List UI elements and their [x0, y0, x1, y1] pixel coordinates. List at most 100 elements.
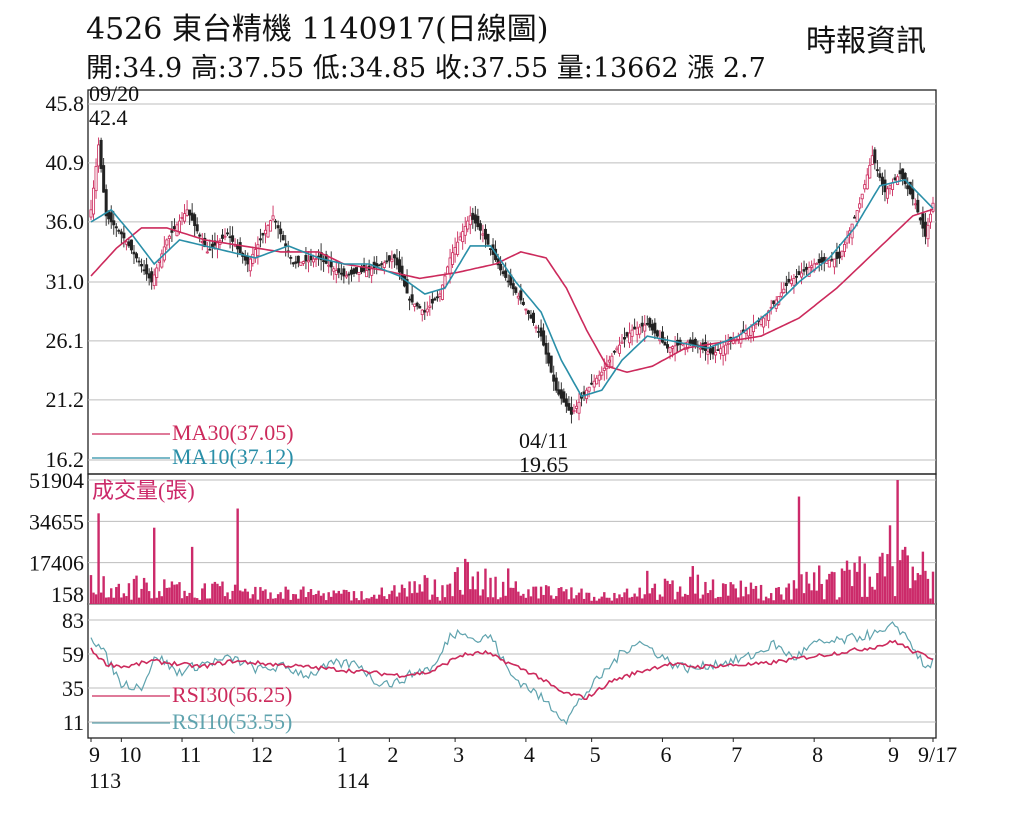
volume-bar [906, 555, 909, 604]
candle-body [655, 330, 659, 337]
candle-body [112, 220, 116, 226]
volume-bar [726, 595, 730, 604]
candle-body [628, 332, 632, 344]
volume-bar [610, 600, 614, 604]
candle-body [231, 235, 235, 242]
candle-body [208, 248, 212, 251]
volume-bar [901, 549, 904, 604]
candle-body [109, 212, 113, 223]
candle-body [610, 355, 614, 368]
volume-bar [395, 596, 399, 604]
candle-body [901, 168, 905, 180]
x-tick-label: 10 [119, 742, 141, 767]
candle-body [223, 235, 227, 238]
candle-body [129, 239, 133, 251]
candle-body [721, 346, 725, 356]
volume-bar [238, 590, 242, 604]
volume-bar [466, 561, 469, 604]
volume-bar [534, 586, 538, 604]
candle-body [453, 247, 457, 255]
candle-body [830, 258, 834, 261]
volume-bar [694, 593, 697, 604]
volume-bar [135, 575, 138, 604]
volume-bar [805, 571, 808, 604]
x-tick-label: 11 [180, 742, 201, 767]
candle-body [243, 255, 247, 261]
candle-body [726, 342, 730, 345]
volume-bar [560, 587, 563, 604]
volume-bar [324, 600, 328, 604]
candle-body [666, 344, 670, 349]
volume-bar [173, 584, 176, 604]
volume-bar [909, 588, 912, 604]
candle-body [602, 367, 606, 371]
candle-body [653, 322, 657, 334]
volume-bar [314, 593, 318, 604]
volume-bar [418, 584, 421, 604]
candle-body [590, 382, 594, 385]
candle-body [418, 305, 422, 309]
low-date-label: 04/11 [519, 428, 568, 453]
x-tick-label: 3 [453, 742, 464, 767]
volume-bar [438, 600, 442, 604]
volume-bar [474, 589, 477, 604]
candle-body [623, 337, 627, 340]
volume-bar [625, 588, 629, 604]
volume-bar [312, 594, 315, 604]
candle-body [928, 213, 932, 223]
volume-bar [244, 588, 247, 604]
x-tick-label: 9 [89, 742, 100, 767]
candle-body [855, 210, 859, 222]
volume-bar [160, 596, 163, 604]
candle-body [220, 234, 224, 239]
candle-body [155, 267, 159, 278]
candle-body [354, 267, 358, 274]
volume-bar [398, 592, 401, 604]
candle-body [352, 268, 356, 274]
candle-body [592, 380, 596, 388]
candle-body [671, 346, 675, 349]
volume-bar [704, 581, 707, 604]
volume-bar [757, 598, 760, 604]
volume-bar [180, 598, 184, 604]
volume-bar [494, 576, 497, 604]
volume-bar [663, 578, 667, 604]
volume-bar [729, 582, 732, 604]
volume-bar [835, 599, 839, 604]
candle-body [332, 268, 336, 272]
volume-bar [557, 588, 560, 604]
x-tick-label: 5 [590, 742, 601, 767]
volume-bar [924, 570, 927, 604]
candle-body [643, 324, 647, 332]
volume-bar [810, 590, 813, 604]
candle-body [810, 265, 814, 268]
volume-bar [653, 583, 657, 604]
volume-bar [507, 568, 510, 604]
volume-bar [345, 590, 348, 604]
candle-body [782, 288, 786, 293]
candle-body [415, 302, 419, 307]
volume-bar [592, 596, 596, 604]
volume-bar [125, 596, 128, 604]
volume-bar [658, 594, 662, 604]
volume-bar [185, 596, 189, 604]
volume-bar [302, 586, 305, 604]
volume-bar [911, 566, 914, 604]
candle-body [868, 164, 872, 179]
candle-body [537, 331, 541, 333]
volume-bar [833, 572, 836, 604]
volume-bar [691, 566, 694, 604]
candle-body [430, 298, 434, 304]
volume-bar [775, 587, 778, 604]
volume-bar [931, 571, 935, 604]
candle-body [549, 355, 553, 373]
candle-body [466, 220, 470, 230]
candle-body [97, 144, 101, 167]
volume-bar [843, 570, 846, 604]
candle-body [481, 233, 485, 236]
candle-body [337, 268, 341, 273]
volume-bar [689, 576, 692, 604]
candle-body [137, 260, 141, 263]
candle-body [597, 374, 601, 381]
candle-body [167, 235, 171, 239]
